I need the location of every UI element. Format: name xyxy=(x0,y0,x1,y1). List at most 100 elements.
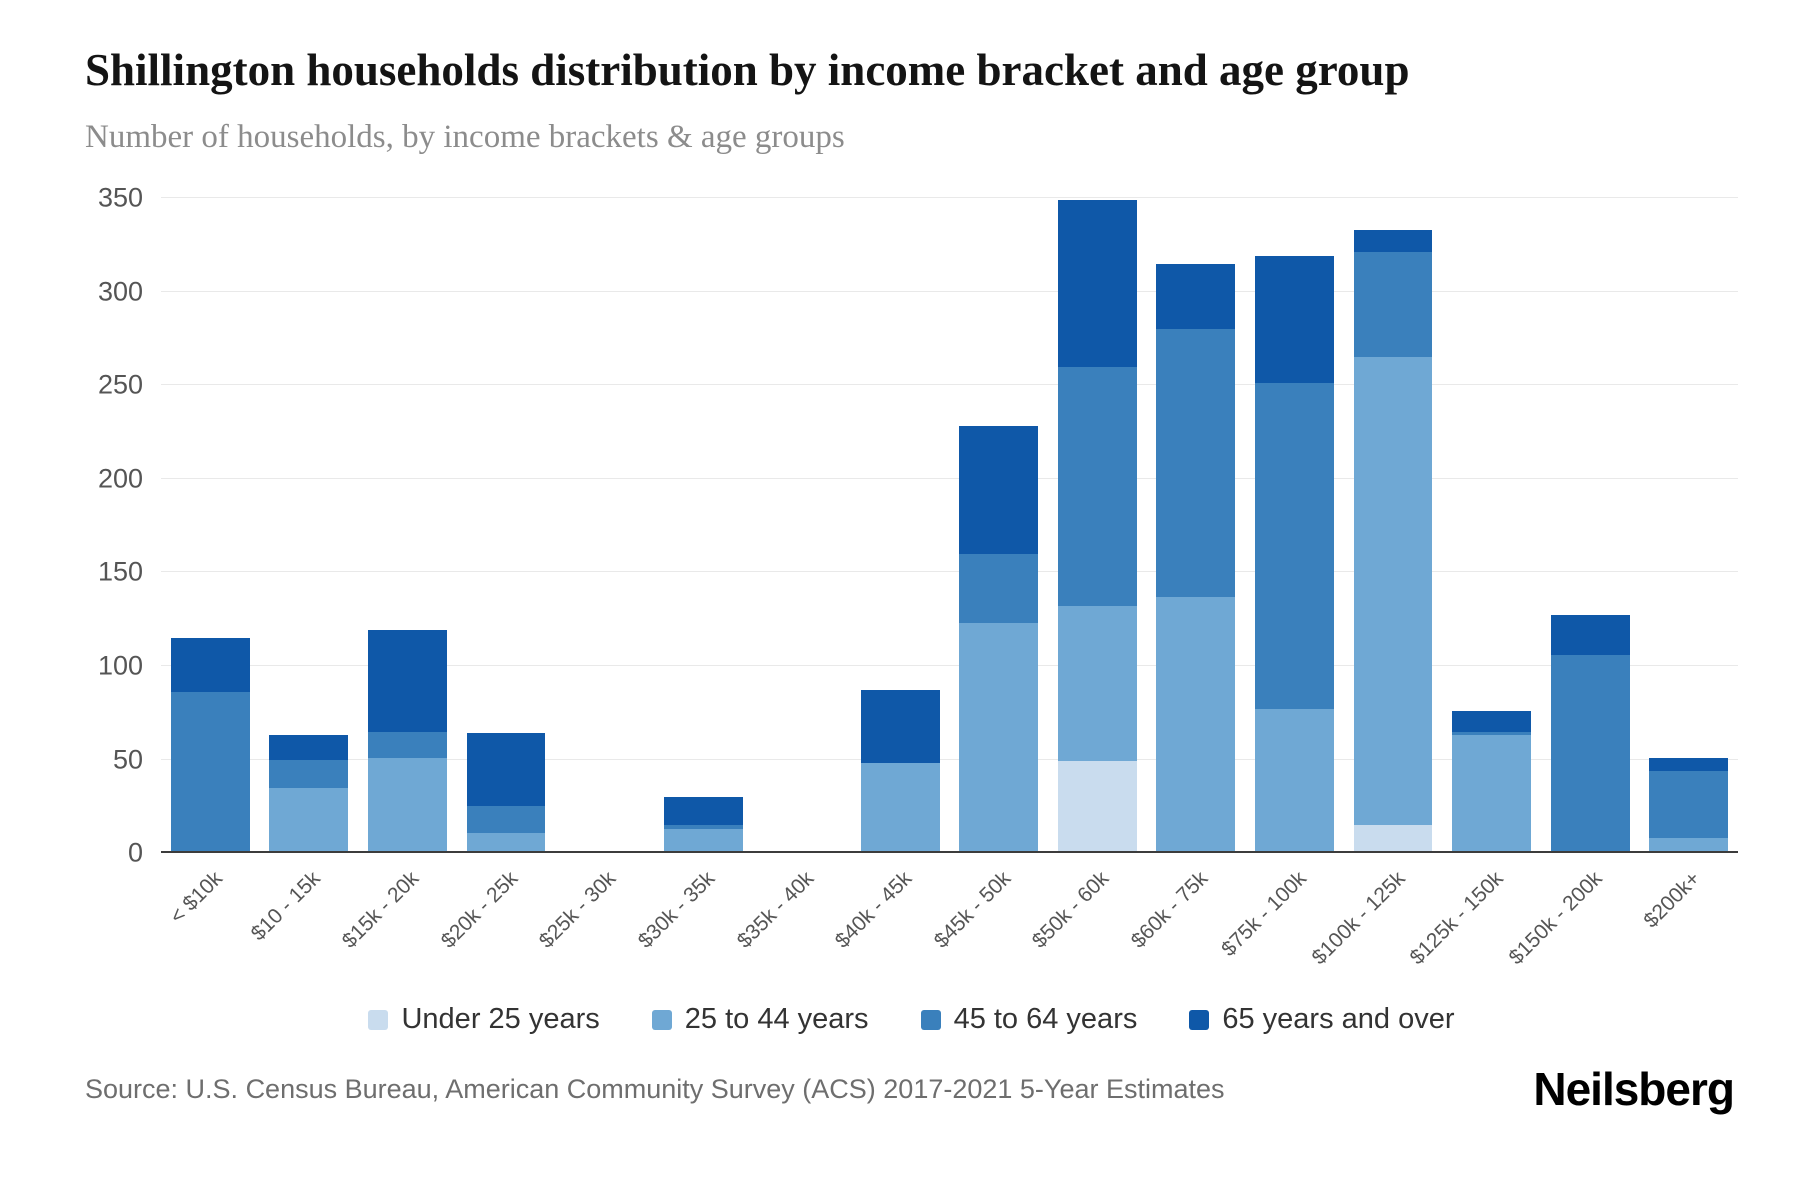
gridline xyxy=(161,571,1738,573)
bar-stack xyxy=(1353,198,1433,854)
bar-stack xyxy=(1452,198,1532,854)
bar-segment[interactable] xyxy=(367,630,447,732)
bar-segment[interactable] xyxy=(1353,357,1433,826)
bar-segment[interactable] xyxy=(1649,838,1729,854)
bar-column xyxy=(752,198,851,853)
x-tick-label: $50k - 60k xyxy=(1028,867,1114,953)
legend: Under 25 years 25 to 44 years 45 to 64 yea… xyxy=(85,1003,1738,1036)
bar-column xyxy=(1344,198,1443,854)
x-tick-label: $75k - 100k xyxy=(1216,867,1311,962)
bar-segment[interactable] xyxy=(1550,615,1630,655)
bar-segment[interactable] xyxy=(1353,825,1433,854)
bar-stack xyxy=(1550,198,1630,854)
x-tick-label: $125k - 150k xyxy=(1405,867,1508,970)
bar-stack xyxy=(1255,198,1334,854)
bar-segment[interactable] xyxy=(367,757,447,854)
y-tick-label: 300 xyxy=(97,276,143,307)
x-tick-label: $35k - 40k xyxy=(732,867,818,953)
bar-segment[interactable] xyxy=(1452,731,1532,736)
bar-stack xyxy=(367,198,447,854)
legend-item[interactable]: 25 to 44 years xyxy=(651,1003,869,1036)
chart-title: Shillington households distribution by i… xyxy=(85,45,1410,95)
bar-segment[interactable] xyxy=(1452,735,1532,854)
bar-stack xyxy=(269,198,349,854)
legend-swatch-icon xyxy=(368,1009,389,1030)
bar-segment[interactable] xyxy=(959,622,1039,854)
bar-segment[interactable] xyxy=(860,690,940,764)
bar-column xyxy=(654,198,753,854)
bar-stack xyxy=(170,198,250,854)
gridline xyxy=(161,758,1738,760)
x-tick-label: $20k - 25k xyxy=(436,867,523,953)
bar-segment[interactable] xyxy=(466,733,546,807)
bar-column xyxy=(1442,198,1541,854)
x-tick-label: $150k - 200k xyxy=(1504,867,1607,970)
bar-segment[interactable] xyxy=(663,825,743,829)
bar-stack xyxy=(959,198,1039,854)
bars-container xyxy=(161,198,1738,854)
bar-segment[interactable] xyxy=(1452,710,1532,732)
brand-logo[interactable]: Neilsberg xyxy=(1533,1063,1735,1116)
y-tick-label: 350 xyxy=(97,182,143,213)
bar-segment[interactable] xyxy=(269,735,349,760)
bar-segment[interactable] xyxy=(1156,596,1236,854)
plot-area: 0 50 100 150 200 250 300 350 xyxy=(98,183,1738,868)
x-tick-label: $200k+ xyxy=(1639,867,1705,933)
bar-segment[interactable] xyxy=(1550,654,1630,854)
bar-segment[interactable] xyxy=(1353,252,1433,358)
bar-segment[interactable] xyxy=(1649,770,1729,839)
bar-segment[interactable] xyxy=(663,797,743,826)
bar-segment[interactable] xyxy=(367,731,447,758)
bar-segment[interactable] xyxy=(1057,366,1137,607)
bar-segment[interactable] xyxy=(1057,606,1137,762)
legend-swatch-icon xyxy=(651,1009,672,1030)
stacked-bar-chart: 0 50 100 150 200 250 300 350 xyxy=(98,183,1738,868)
bar-segment[interactable] xyxy=(466,832,546,854)
bar-segment[interactable] xyxy=(1156,329,1236,597)
legend-item[interactable]: 65 years and over xyxy=(1189,1003,1455,1036)
bar-column xyxy=(358,198,457,854)
bar-segment[interactable] xyxy=(663,828,743,854)
bar-stack xyxy=(762,198,841,853)
legend-label: 45 to 64 years xyxy=(953,1003,1138,1036)
bar-segment[interactable] xyxy=(269,787,349,854)
y-tick-label: 0 xyxy=(127,837,143,868)
bar-segment[interactable] xyxy=(1255,709,1334,854)
bar-segment[interactable] xyxy=(959,426,1039,554)
x-tick-label: $25k - 30k xyxy=(535,867,621,953)
bar-column xyxy=(457,198,556,854)
bar-segment[interactable] xyxy=(1255,383,1334,710)
bar-segment[interactable] xyxy=(1649,757,1729,771)
bar-column xyxy=(1048,198,1147,854)
bar-stack xyxy=(1649,198,1729,854)
bar-segment[interactable] xyxy=(1057,200,1137,367)
x-tick-label: $45k - 50k xyxy=(929,867,1016,953)
gridline xyxy=(161,197,1738,199)
bar-column xyxy=(1541,198,1640,854)
bar-segment[interactable] xyxy=(1255,256,1334,384)
bar-segment[interactable] xyxy=(170,692,250,854)
chart-subtitle: Number of households, by income brackets… xyxy=(85,119,845,156)
bar-segment[interactable] xyxy=(1156,263,1236,330)
gridline xyxy=(161,290,1738,292)
x-tick-label: $40k - 45k xyxy=(830,867,917,953)
bar-segment[interactable] xyxy=(170,637,250,693)
y-tick-label: 200 xyxy=(97,463,143,494)
bar-segment[interactable] xyxy=(269,759,349,788)
bar-segment[interactable] xyxy=(1057,761,1137,854)
bar-segment[interactable] xyxy=(959,553,1039,623)
bar-stack xyxy=(1156,198,1236,854)
bar-stack xyxy=(860,198,940,854)
legend-item[interactable]: 45 to 64 years xyxy=(920,1003,1138,1036)
legend-label: 25 to 44 years xyxy=(684,1003,869,1036)
bar-segment[interactable] xyxy=(466,806,546,833)
x-tick-label: $15k - 20k xyxy=(338,867,424,953)
bar-stack xyxy=(565,198,644,853)
bar-segment[interactable] xyxy=(1353,229,1433,253)
x-tick-label: $10 - 15k xyxy=(246,867,326,946)
bar-segment[interactable] xyxy=(860,763,940,854)
legend-item[interactable]: Under 25 years xyxy=(368,1003,600,1036)
y-tick-label: 50 xyxy=(112,744,143,775)
y-tick-label: 100 xyxy=(97,650,143,681)
